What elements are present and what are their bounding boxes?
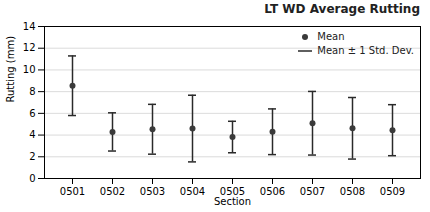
svg-text:Rutting (mm): Rutting (mm): [5, 36, 16, 103]
svg-text:14: 14: [23, 21, 36, 32]
svg-text:8: 8: [29, 86, 35, 97]
svg-text:10: 10: [23, 64, 36, 75]
html-text:Mean: Mean: [317, 31, 345, 42]
svg-text:0: 0: [29, 173, 35, 184]
svg-text:12: 12: [23, 42, 36, 53]
svg-text:4: 4: [29, 129, 35, 140]
svg-text:0502: 0502: [100, 186, 125, 197]
svg-text:0503: 0503: [140, 186, 165, 197]
html-text:Mean ± 1 Std. Dev.: Mean ± 1 Std. Dev.: [317, 45, 414, 56]
svg-text:2: 2: [29, 151, 35, 162]
html-text:LT WD Average Rutting: LT WD Average Rutting: [264, 2, 420, 16]
svg-text:0507: 0507: [300, 186, 325, 197]
svg-text:6: 6: [29, 108, 35, 119]
svg-text:0504: 0504: [180, 186, 205, 197]
svg-text:0501: 0501: [60, 186, 85, 197]
svg-text:Section: Section: [214, 196, 251, 207]
svg-text:0505: 0505: [219, 185, 246, 197]
svg-text:0508: 0508: [340, 186, 365, 197]
svg-text:0509: 0509: [380, 186, 405, 197]
svg-text:0506: 0506: [260, 186, 285, 197]
